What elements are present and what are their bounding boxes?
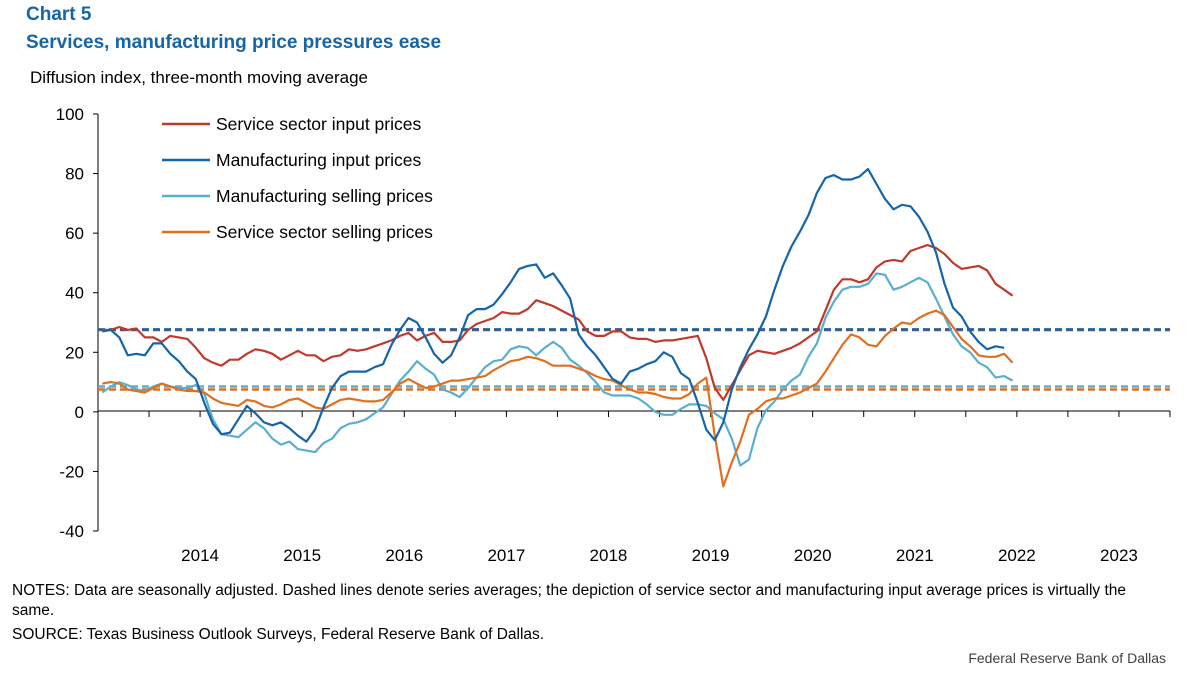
chart-number: Chart 5 [26,4,92,25]
x-tick-label: 2021 [896,546,934,565]
x-tick-label: 2015 [283,546,321,565]
legend-label: Manufacturing selling prices [216,186,433,206]
average-lines [98,328,1170,391]
x-tick-label: 2016 [385,546,423,565]
legend-label: Service sector selling prices [216,222,433,242]
series-lines [101,168,1014,488]
y-tick-label: 100 [56,105,84,124]
x-tick-label: 2022 [998,546,1036,565]
y-axis-units-label: Diffusion index, three-month moving aver… [30,68,368,87]
legend-label: Service sector input prices [216,114,421,134]
series-line [102,168,1005,443]
x-tick-label: 2014 [181,546,219,565]
chart-title: Services, manufacturing price pressures … [26,32,442,53]
y-tick-label: -40 [59,522,84,541]
y-tick-label: 0 [75,403,84,422]
x-tick-label: 2020 [794,546,832,565]
y-tick-label: 60 [65,224,84,243]
y-tick-label: -20 [59,462,84,481]
chart-source: SOURCE: Texas Business Outlook Surveys, … [12,626,545,643]
x-tick-label: 2023 [1100,546,1138,565]
x-axis: 2014 2015 2016 2017 2018 2019 2020 2021 2022 2023 [97,410,1171,565]
y-axis: -40 -20 0 20 40 60 80 100 [56,105,99,541]
chart-credit: Federal Reserve Bank of Dallas [968,650,1166,666]
legend-label: Manufacturing input prices [216,150,421,170]
series-line [101,272,1014,467]
chart-notes: NOTES: Data are seasonally adjusted. Das… [12,582,1127,619]
x-tick-label: 2018 [590,546,628,565]
series-line [102,244,1014,401]
y-tick-label: 40 [65,284,84,303]
x-tick-label: 2019 [692,546,730,565]
legend: Service sector input prices Manufacturing… [162,114,433,242]
y-tick-label: 20 [65,343,84,362]
y-tick-label: 80 [65,165,84,184]
series-line [102,309,1014,488]
x-tick-label: 2017 [487,546,525,565]
